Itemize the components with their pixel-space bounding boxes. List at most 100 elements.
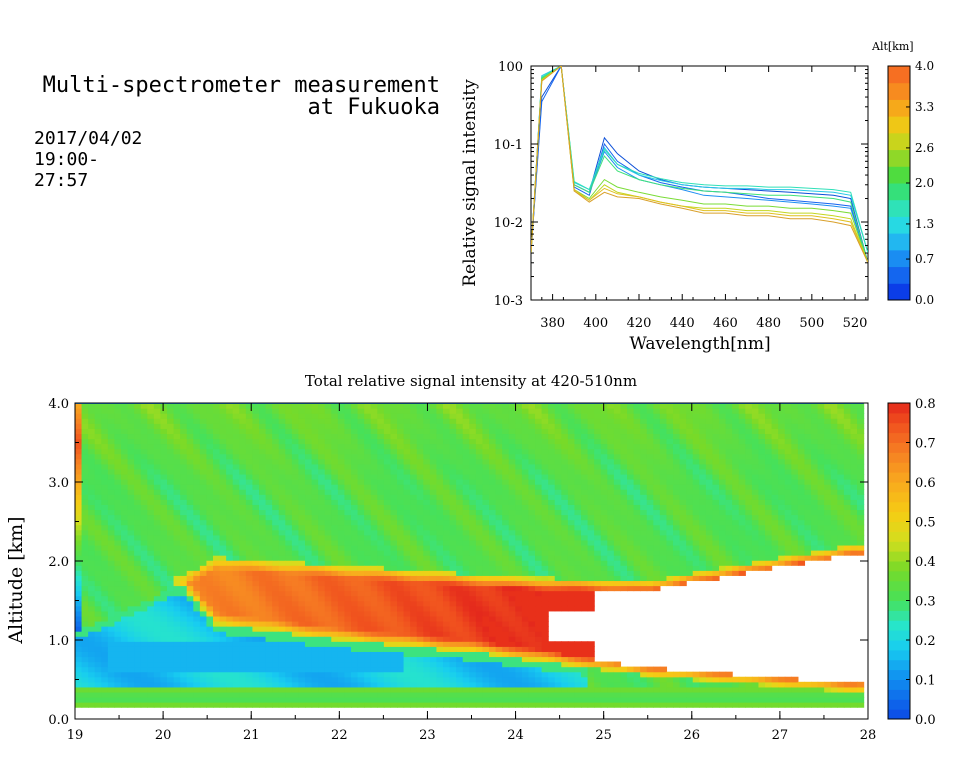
heatmap-cell — [607, 484, 615, 490]
heatmap-cell — [548, 408, 556, 414]
heatmap-cell — [515, 610, 523, 617]
heatmap-cell — [410, 479, 418, 485]
heatmap-cell — [114, 681, 122, 688]
heatmap-cell — [272, 702, 280, 708]
heatmap-cell — [272, 575, 280, 582]
heatmap-cell — [252, 676, 260, 683]
heatmap-cell — [298, 494, 306, 500]
heatmap-cell — [121, 524, 129, 531]
heatmap-cell — [475, 403, 484, 409]
heatmap-cell — [581, 681, 589, 688]
heatmap-cell — [436, 610, 444, 617]
heatmap-cell — [449, 539, 457, 546]
heatmap-cell — [272, 524, 280, 531]
heatmap-cell — [489, 463, 497, 470]
heatmap-cell — [147, 605, 155, 612]
heatmap-cell — [600, 438, 608, 445]
heatmap-cell — [495, 595, 503, 602]
heatmap-cell — [147, 585, 155, 592]
heatmap-cell — [495, 438, 503, 445]
heatmap-cell — [535, 494, 543, 500]
heatmap-cell — [554, 468, 562, 475]
heatmap-cell — [219, 681, 227, 688]
heatmap-cell — [318, 697, 326, 703]
heatmap-cell — [147, 626, 155, 632]
heatmap-cell — [344, 550, 352, 556]
heatmap-cell — [173, 626, 181, 632]
heatmap-cell — [259, 499, 267, 505]
heatmap-cell — [75, 605, 83, 612]
heatmap-cell — [495, 691, 503, 698]
heatmap-cell — [521, 585, 530, 592]
heatmap-cell — [357, 544, 365, 551]
heatmap-cell — [574, 539, 582, 546]
heatmap-cell — [462, 534, 470, 541]
heatmap-cell — [587, 524, 595, 531]
heatmap-cell — [475, 671, 484, 678]
heatmap-cell — [383, 681, 392, 688]
heatmap-cell — [206, 448, 214, 455]
heatmap-cell — [535, 509, 543, 516]
heatmap-cell — [94, 697, 102, 703]
heatmap-cell — [173, 403, 181, 409]
heatmap-cell — [423, 641, 431, 647]
heatmap-cell — [351, 514, 359, 521]
heatmap-cell — [160, 636, 168, 642]
heatmap-cell — [331, 433, 339, 440]
heatmap-cell — [456, 565, 464, 571]
heatmap-cell — [153, 676, 162, 683]
heatmap-cell — [436, 565, 444, 571]
heatmap-cell — [554, 519, 562, 526]
heatmap-cell — [199, 686, 208, 693]
heatmap-cell — [351, 403, 359, 409]
heatmap-cell — [489, 702, 497, 708]
heatmap-cell — [324, 600, 332, 607]
heatmap-cell — [206, 661, 214, 668]
heatmap-cell — [475, 575, 484, 582]
heatmap-cell — [364, 448, 372, 455]
heatmap-cell — [351, 550, 359, 556]
heatmap-cell — [364, 666, 372, 673]
heatmap-cell — [337, 428, 346, 435]
heatmap-cell — [436, 697, 444, 703]
heatmap-cell — [515, 494, 523, 500]
heatmap-cell — [475, 458, 484, 465]
heatmap-cell — [462, 676, 470, 683]
heatmap-cell — [574, 691, 582, 698]
heatmap-cell — [370, 458, 378, 465]
heatmap-cell — [443, 489, 451, 495]
heatmap-cell — [265, 686, 273, 693]
heatmap-cell — [337, 651, 346, 658]
heatmap-cell — [127, 681, 135, 688]
heatmap-cell — [226, 544, 234, 551]
heatmap-cell — [311, 595, 319, 602]
heatmap-cell — [167, 686, 175, 693]
heatmap-cell — [581, 418, 589, 424]
heatmap-cell — [232, 499, 240, 505]
heatmap-cell — [245, 626, 254, 632]
heatmap-cell — [193, 626, 201, 632]
heatmap-cell — [173, 519, 181, 526]
heatmap-cell — [377, 585, 385, 592]
heatmap-cell — [364, 509, 372, 516]
heatmap-cell — [495, 631, 503, 637]
heatmap-cell — [469, 534, 477, 541]
heatmap-cell — [410, 656, 418, 663]
heatmap-cell — [318, 448, 326, 455]
heatmap-cell — [489, 473, 497, 480]
heatmap-cell — [594, 697, 602, 703]
heatmap-cell — [331, 453, 339, 460]
heatmap-cell — [305, 544, 313, 551]
heatmap-cell — [456, 631, 464, 637]
heatmap-cell — [199, 641, 208, 647]
heatmap-cell — [489, 413, 497, 419]
heatmap-cell — [528, 610, 536, 617]
heatmap-cell — [219, 468, 227, 475]
heatmap-cell — [107, 661, 116, 668]
heatmap-cell — [403, 600, 411, 607]
heatmap-cell — [521, 438, 530, 445]
heatmap-cell — [443, 514, 451, 521]
heatmap-cell — [331, 555, 339, 561]
heatmap-cell — [456, 585, 464, 592]
heatmap-cell — [134, 448, 142, 455]
